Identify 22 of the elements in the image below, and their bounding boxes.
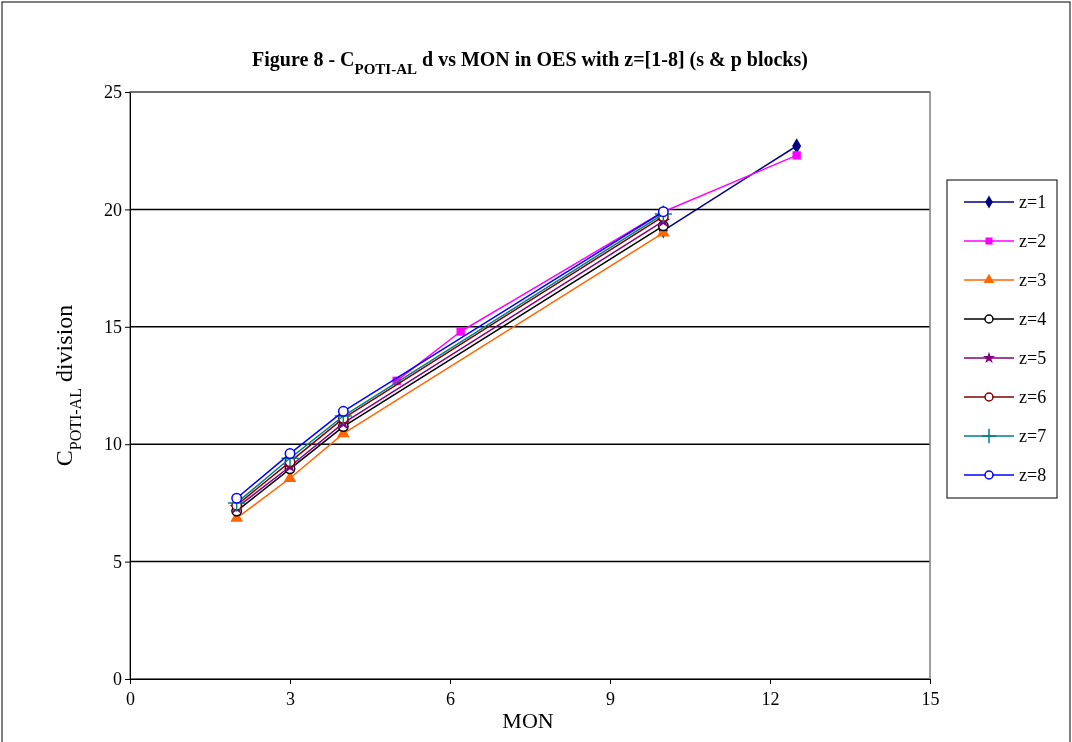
x-tick-label: 3 — [286, 689, 295, 709]
x-tick-label: 12 — [761, 689, 780, 709]
x-tick-label: 0 — [126, 689, 135, 709]
y-tick-label: 0 — [113, 669, 122, 690]
legend-label: z=6 — [1019, 387, 1047, 407]
y-tick-label: 5 — [113, 551, 122, 572]
x-tick-label: 6 — [446, 689, 455, 709]
legend-label: z=8 — [1019, 465, 1047, 485]
legend-label: z=3 — [1019, 270, 1047, 290]
chart-title: Figure 8 - C$_{POTI-AL}$ d vs MON in OES with z=[1-8] (s & p blocks) — [252, 48, 808, 77]
x-axis-title: MON — [502, 708, 554, 733]
y-tick-label: 10 — [104, 434, 122, 455]
legend-label: z=4 — [1019, 309, 1047, 329]
legend-label: z=2 — [1019, 231, 1047, 251]
y-tick-label: 15 — [104, 317, 122, 338]
x-tick-label: 9 — [606, 689, 615, 709]
y-tick-label: 25 — [104, 82, 122, 103]
y-tick-label: 20 — [104, 199, 122, 220]
legend-label: z=5 — [1019, 348, 1047, 368]
x-tick-label: 15 — [921, 689, 940, 709]
legend-label: z=7 — [1019, 426, 1047, 446]
legend-label: z=1 — [1019, 192, 1047, 212]
